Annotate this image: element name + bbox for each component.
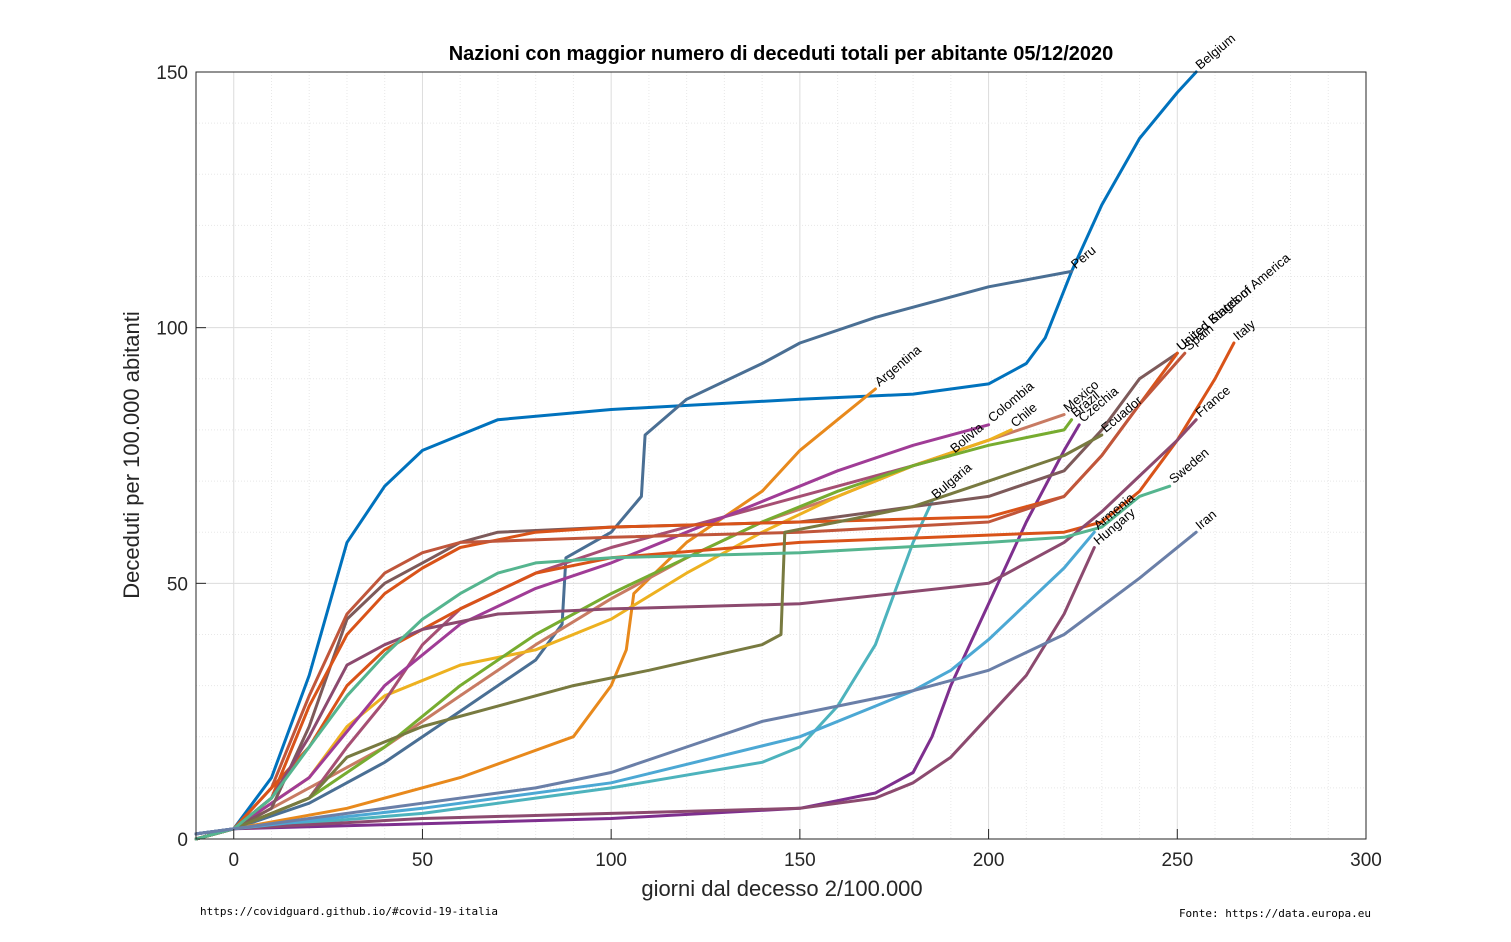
- x-tick-label: 0: [228, 850, 239, 871]
- x-tick-label: 300: [1350, 850, 1382, 871]
- series-line-ecuador: [194, 433, 1104, 841]
- series-line-armenia: [194, 530, 1096, 836]
- x-tick-label: 200: [973, 850, 1005, 871]
- series-line-spain: [194, 351, 1187, 841]
- source-link-left: https://covidguard.github.io/#covid-19-i…: [200, 905, 499, 918]
- series-line-colombia: [194, 423, 991, 841]
- series-label: Sweden: [1166, 445, 1212, 487]
- x-tick-label: 250: [1161, 850, 1193, 871]
- series-line-peru: [194, 269, 1074, 836]
- series-line-france: [194, 418, 1198, 841]
- plot-frame: [195, 71, 1367, 840]
- chart-title: Nazioni con maggior numero di deceduti t…: [449, 43, 1114, 65]
- series-label: Bulgaria: [928, 459, 975, 502]
- y-tick-label: 50: [167, 574, 188, 595]
- x-tick-label: 150: [784, 850, 816, 871]
- source-link-right: Fonte: https://data.europa.eu: [1178, 907, 1371, 920]
- series-line-belgium: [194, 70, 1198, 836]
- y-tick-label: 150: [156, 63, 188, 84]
- series-line-chile: [194, 428, 1013, 841]
- y-axis-label: Deceduti per 100.000 abitanti: [119, 311, 144, 598]
- series-label: Argentina: [872, 342, 925, 390]
- series-lines: [194, 70, 1236, 841]
- series-line-brazil: [194, 418, 1074, 841]
- grid: [195, 71, 1367, 840]
- series-line-sweden: [194, 484, 1172, 841]
- series-line-argentina: [194, 387, 877, 841]
- y-tick-label: 0: [177, 830, 188, 851]
- series-label: Belgium: [1192, 31, 1238, 73]
- y-tick-label: 100: [156, 319, 188, 340]
- axis-ticks: 0 50 100 150 200 250 300 0 50 100 150: [156, 63, 1382, 871]
- series-line-czechia: [194, 423, 1081, 836]
- x-axis-label: giorni dal decesso 2/100.000: [641, 876, 922, 901]
- series-label: Italy: [1230, 316, 1258, 343]
- x-tick-label: 100: [595, 850, 627, 871]
- series-line-iran: [194, 530, 1198, 836]
- series-label: France: [1192, 383, 1233, 421]
- series-line-bulgaria: [194, 500, 934, 836]
- x-tick-label: 50: [412, 850, 433, 871]
- series-labels: BelgiumPeruArgentinaMexicoChileBoliviaCo…: [872, 31, 1294, 548]
- series-line-hungary: [194, 546, 1096, 836]
